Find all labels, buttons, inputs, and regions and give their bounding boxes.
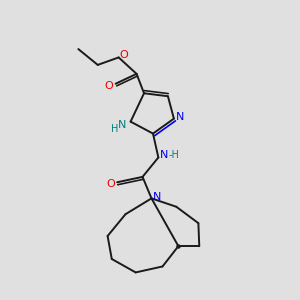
Text: H: H <box>111 124 119 134</box>
Text: -H: -H <box>169 150 179 160</box>
Text: O: O <box>106 179 115 189</box>
Text: O: O <box>119 50 128 60</box>
Text: N: N <box>160 150 169 160</box>
Text: O: O <box>105 81 113 91</box>
Text: N: N <box>118 120 126 130</box>
Text: N: N <box>176 112 184 122</box>
Text: N: N <box>153 192 161 202</box>
